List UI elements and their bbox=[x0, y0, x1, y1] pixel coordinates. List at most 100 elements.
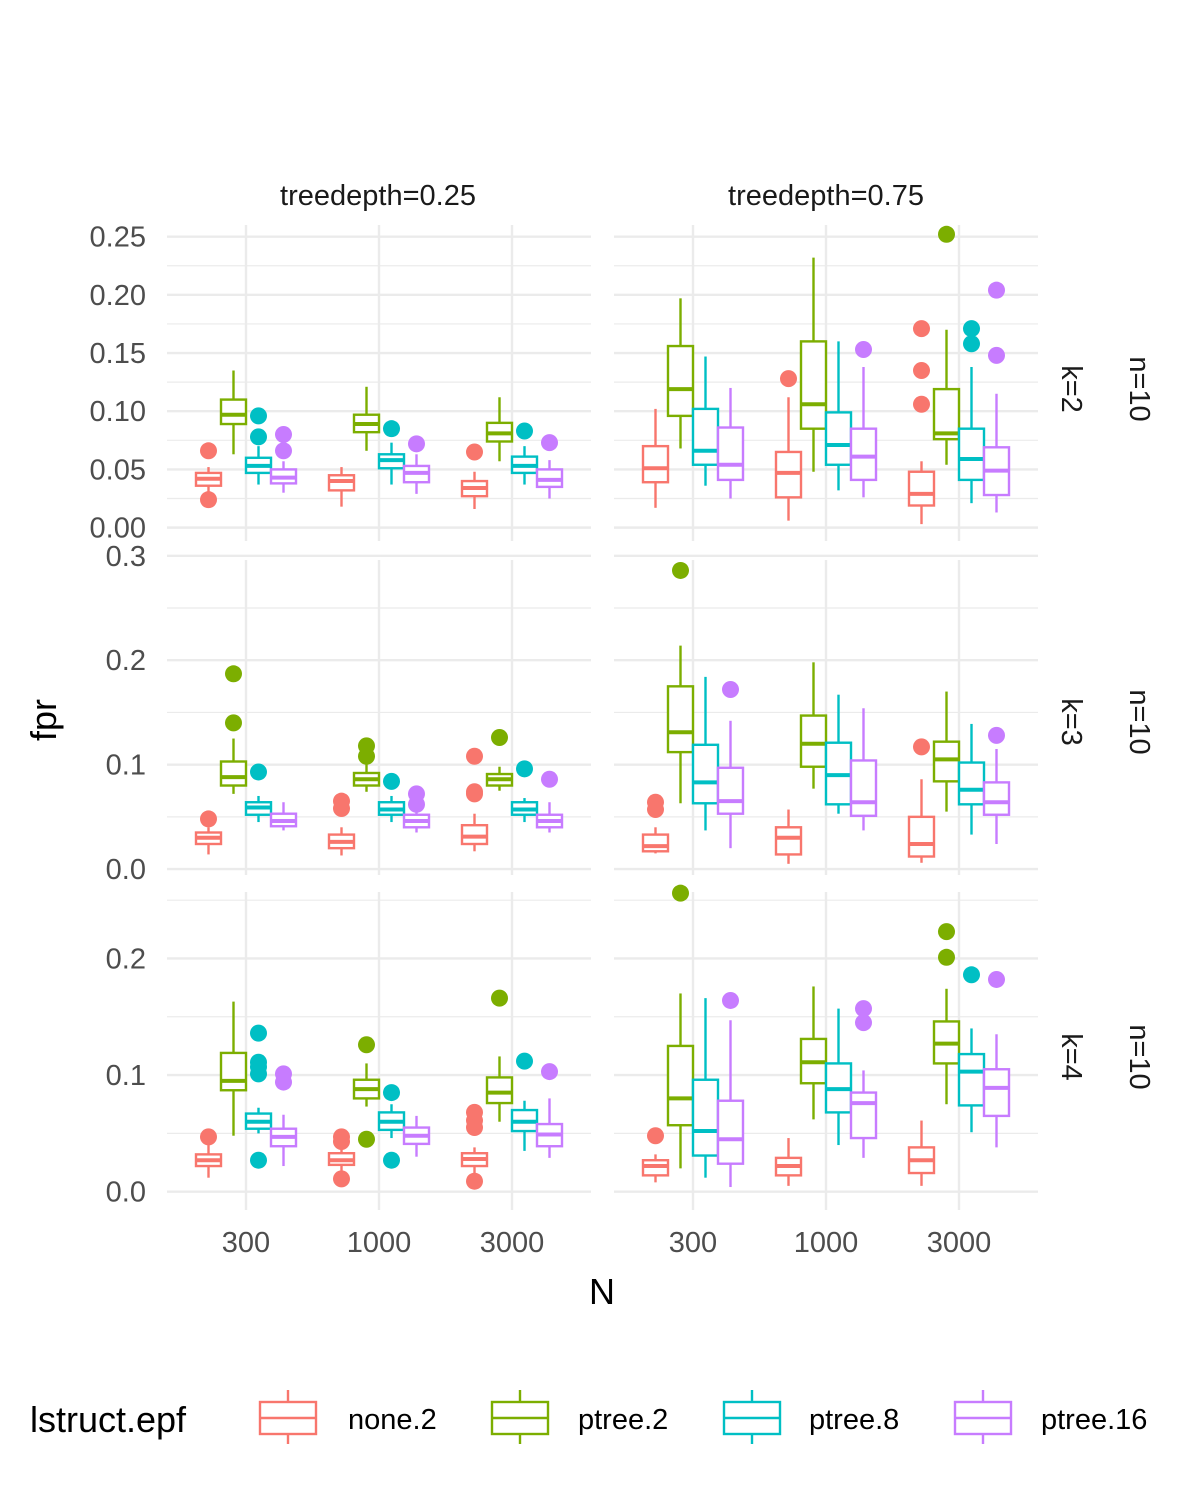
boxplot-none.2 bbox=[194, 1128, 223, 1178]
outlier-point bbox=[383, 772, 400, 790]
outlier-point bbox=[988, 281, 1005, 299]
x-tick-label: 1000 bbox=[347, 1227, 412, 1259]
boxplot-ptree.2 bbox=[799, 257, 828, 472]
outlier-point bbox=[225, 665, 242, 683]
outlier-point bbox=[722, 991, 739, 1009]
column-strip-label: treedepth=0.75 bbox=[728, 180, 924, 212]
box bbox=[666, 344, 695, 418]
boxplot-ptree.16 bbox=[982, 970, 1011, 1148]
outlier-point bbox=[913, 738, 930, 756]
box bbox=[932, 387, 961, 441]
outlier-point bbox=[358, 1130, 375, 1148]
outlier-point bbox=[333, 799, 350, 817]
facet-panel bbox=[614, 225, 1038, 541]
box bbox=[641, 444, 670, 484]
boxplot-ptree.2 bbox=[666, 561, 695, 804]
boxplot-ptree.8 bbox=[824, 1008, 853, 1146]
box bbox=[460, 823, 489, 846]
y-tick-label: 0.0 bbox=[106, 1177, 146, 1209]
box bbox=[716, 426, 745, 482]
outlier-point bbox=[963, 966, 980, 984]
boxplot-none.2 bbox=[460, 1103, 489, 1190]
outlier-point bbox=[250, 428, 267, 446]
outlier-point bbox=[408, 435, 425, 453]
row-strip-outer-label: n=10 bbox=[1123, 356, 1155, 421]
row-strip-outer-label: n=10 bbox=[1123, 689, 1155, 754]
y-tick-label: 0.2 bbox=[106, 645, 146, 677]
box bbox=[774, 826, 803, 856]
outlier-point bbox=[466, 443, 483, 461]
outlier-point bbox=[275, 1073, 292, 1091]
legend-entry-ptree.16: ptree.16 bbox=[953, 1390, 1147, 1444]
boxplot-ptree.2 bbox=[219, 665, 248, 794]
boxplot-none.2 bbox=[641, 793, 670, 854]
outlier-point bbox=[200, 442, 217, 460]
legend-label: none.2 bbox=[348, 1404, 437, 1436]
outlier-point bbox=[466, 1172, 483, 1190]
boxplot-ptree.16 bbox=[535, 434, 564, 499]
legend-entry-ptree.8: ptree.8 bbox=[722, 1390, 899, 1444]
outlier-point bbox=[938, 948, 955, 966]
boxplot-none.2 bbox=[907, 1120, 936, 1186]
x-axis-title: N bbox=[589, 1271, 615, 1312]
box bbox=[907, 815, 936, 858]
boxplot-none.2 bbox=[194, 810, 223, 855]
box bbox=[849, 427, 878, 482]
outlier-point bbox=[541, 1063, 558, 1081]
outlier-point bbox=[250, 407, 267, 425]
outlier-point bbox=[466, 785, 483, 803]
outlier-point bbox=[333, 1170, 350, 1188]
outlier-point bbox=[200, 810, 217, 828]
boxplot-none.2 bbox=[774, 809, 803, 864]
boxplot-none.2 bbox=[327, 467, 356, 507]
y-tick-label: 0.2 bbox=[106, 943, 146, 975]
boxplot-ptree.2 bbox=[485, 728, 514, 791]
boxplot-ptree.8 bbox=[691, 998, 720, 1178]
boxplot-ptree.8 bbox=[510, 1052, 539, 1151]
boxplot-ptree.2 bbox=[485, 989, 514, 1122]
boxplot-none.2 bbox=[907, 738, 936, 863]
boxplot-ptree.2 bbox=[352, 386, 381, 451]
boxplot-ptree.8 bbox=[244, 407, 273, 485]
outlier-point bbox=[491, 989, 508, 1007]
boxplot-ptree.16 bbox=[535, 1063, 564, 1158]
boxplot-ptree.16 bbox=[269, 802, 298, 831]
boxplot-ptree.2 bbox=[219, 1001, 248, 1136]
boxplot-ptree.8 bbox=[244, 1024, 273, 1169]
legend-label: ptree.2 bbox=[578, 1404, 668, 1436]
outlier-point bbox=[466, 747, 483, 765]
row-strip-inner-label: k=3 bbox=[1055, 698, 1087, 746]
boxplot-ptree.8 bbox=[510, 760, 539, 823]
outlier-point bbox=[913, 320, 930, 338]
boxplot-ptree.16 bbox=[535, 770, 564, 833]
box bbox=[982, 1068, 1011, 1118]
y-tick-label: 0.25 bbox=[90, 222, 146, 254]
facet-panel: 0.0 0.1 0.2 300 1000 3000 bbox=[106, 892, 591, 1259]
x-tick-label: 3000 bbox=[927, 1227, 992, 1259]
outlier-point bbox=[250, 763, 267, 781]
outlier-point bbox=[491, 728, 508, 746]
legend: none.2 ptree.2 ptree.8 ptree.16 bbox=[258, 1390, 1147, 1444]
outlier-point bbox=[963, 335, 980, 353]
row-strip-inner-label: k=4 bbox=[1055, 1033, 1087, 1081]
outlier-point bbox=[647, 801, 664, 819]
box bbox=[932, 740, 961, 783]
legend-label: ptree.16 bbox=[1041, 1404, 1147, 1436]
outlier-point bbox=[913, 361, 930, 379]
facet-panel: 0.0 0.1 0.2 0.3 bbox=[106, 541, 591, 886]
outlier-point bbox=[516, 422, 533, 440]
box bbox=[691, 743, 720, 805]
boxplot-none.2 bbox=[774, 1138, 803, 1186]
boxplot-ptree.8 bbox=[377, 1084, 406, 1169]
outlier-point bbox=[358, 1036, 375, 1054]
boxplot-ptree.8 bbox=[824, 341, 853, 491]
box bbox=[219, 760, 248, 787]
boxplot-none.2 bbox=[641, 1127, 670, 1183]
boxplot-ptree.16 bbox=[402, 1115, 431, 1157]
boxplot-ptree.2 bbox=[666, 298, 695, 449]
boxplot-ptree.8 bbox=[957, 723, 986, 835]
y-tick-label: 0.3 bbox=[106, 541, 146, 573]
boxplot-none.2 bbox=[907, 320, 936, 525]
boxplot-none.2 bbox=[460, 747, 489, 852]
boxplot-ptree.16 bbox=[849, 1000, 878, 1158]
